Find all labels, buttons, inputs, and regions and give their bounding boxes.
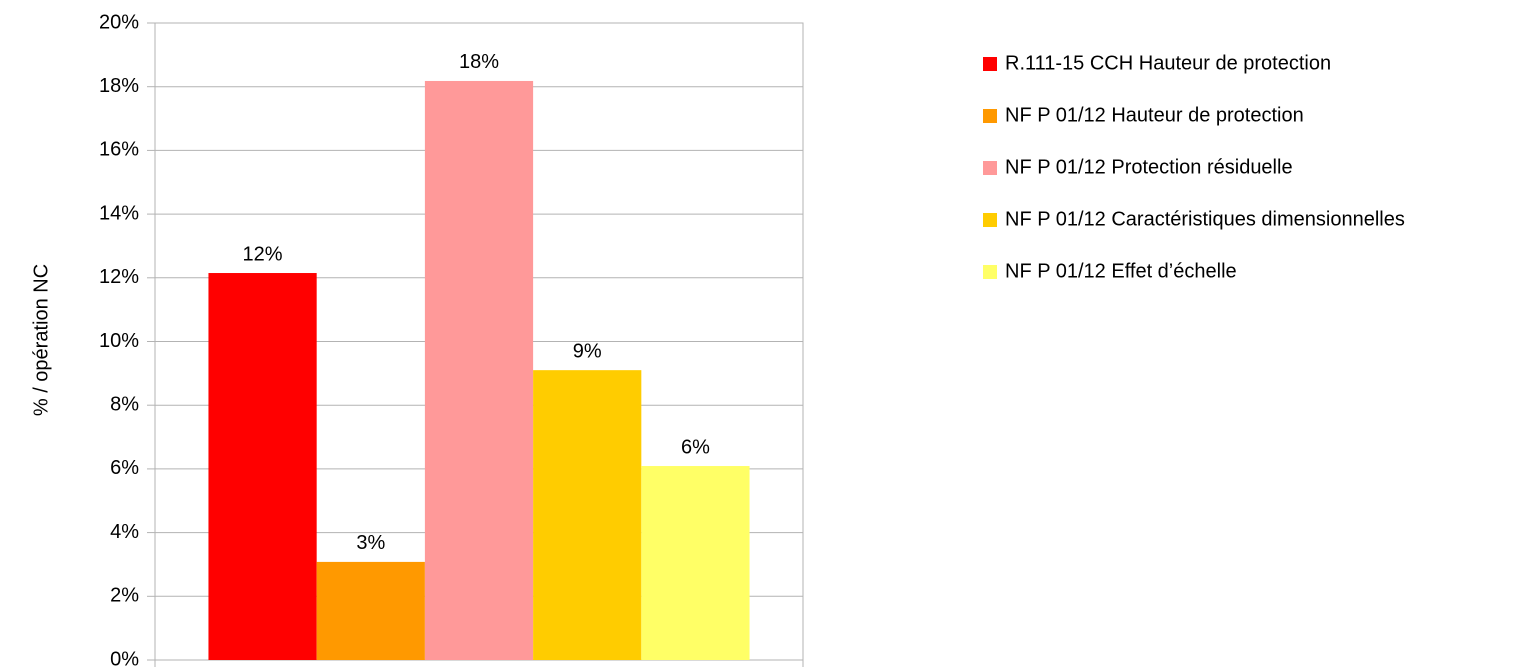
y-tick-label: 2%	[110, 585, 139, 607]
y-tick-label: 4%	[110, 521, 139, 543]
legend-label: NF P 01/12 Effet d’échelle	[1005, 260, 1237, 282]
y-tick-label: 18%	[99, 75, 139, 97]
y-tick-label: 16%	[99, 139, 139, 161]
bar	[424, 80, 534, 661]
y-tick-label: 12%	[99, 266, 139, 288]
data-label: 12%	[243, 243, 283, 265]
y-axis-title: % / opération NC	[30, 264, 52, 416]
legend-swatch	[983, 213, 997, 227]
legend-swatch	[983, 265, 997, 279]
data-label: 9%	[573, 340, 602, 362]
legend-label: NF P 01/12 Protection résiduelle	[1005, 156, 1293, 178]
bar	[641, 466, 750, 660]
data-label: 3%	[356, 532, 385, 554]
legend-swatch	[983, 161, 997, 175]
y-tick-label: 6%	[110, 457, 139, 479]
legend-swatch	[983, 109, 997, 123]
legend-swatch	[983, 57, 997, 71]
y-tick-label: 20%	[99, 11, 139, 33]
bar	[316, 561, 425, 660]
y-tick-label: 14%	[99, 202, 139, 224]
bar	[533, 370, 642, 660]
data-label: 18%	[459, 51, 499, 73]
legend-label: NF P 01/12 Hauteur de protection	[1005, 104, 1304, 126]
data-label: 6%	[681, 436, 710, 458]
legend-label: NF P 01/12 Caractéristiques dimensionnel…	[1005, 208, 1405, 230]
bar	[208, 273, 317, 660]
y-tick-label: 10%	[99, 330, 139, 352]
legend-label: R.111-15 CCH Hauteur de protection	[1005, 52, 1331, 74]
y-tick-label: 0%	[110, 648, 139, 667]
y-tick-label: 8%	[110, 393, 139, 415]
